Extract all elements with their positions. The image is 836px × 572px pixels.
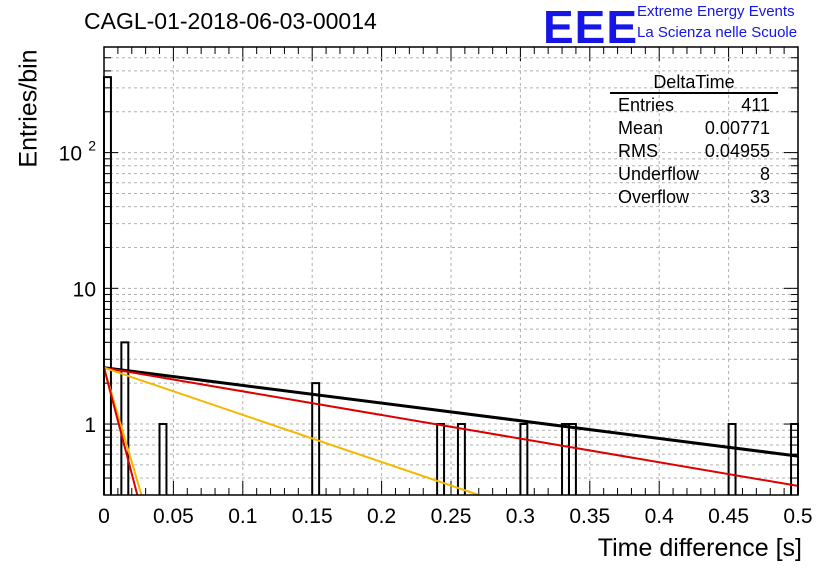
fit-curve <box>103 366 799 487</box>
y-tick-label: 1 <box>84 414 96 437</box>
stats-label: Overflow <box>618 187 690 207</box>
y-tick-label: 10 <box>73 278 96 301</box>
x-tick-label: 0.4 <box>645 505 675 528</box>
histogram-bin <box>567 423 577 495</box>
stats-row: Overflow 33 <box>610 186 778 209</box>
fit-curve <box>103 366 480 496</box>
stats-label: Mean <box>618 118 664 138</box>
stats-title: DeltaTime <box>610 72 778 94</box>
logo-line-1: Extreme Energy Events <box>637 3 795 20</box>
x-tick-label: 0.15 <box>292 505 333 528</box>
fit-curve <box>103 367 139 496</box>
stats-row: Mean 0.00771 <box>610 117 778 140</box>
stats-value: 0.04955 <box>704 141 770 161</box>
histogram-bin <box>727 423 737 495</box>
x-axis-label: Time difference [s] <box>597 534 802 562</box>
x-tick-label: 0.1 <box>228 505 257 528</box>
x-tick-label: 0.05 <box>153 505 194 528</box>
stats-value: 8 <box>759 164 770 184</box>
histogram-bin <box>456 423 466 495</box>
stats-label: Entries <box>618 95 675 115</box>
stats-value: 0.00771 <box>704 118 770 138</box>
x-tick-label: 0.5 <box>783 505 812 528</box>
y-tick-exponent: 2 <box>88 138 96 154</box>
histogram-bin <box>103 76 112 495</box>
stats-row: RMS 0.04955 <box>610 140 778 163</box>
x-tick-label: 0.2 <box>367 505 396 528</box>
stats-label: Underflow <box>618 164 700 184</box>
stats-value: 411 <box>741 95 770 115</box>
fit-curve <box>103 366 799 458</box>
y-axis-label: Entries/bin <box>14 49 43 168</box>
histogram-bin <box>436 423 446 495</box>
histogram-bin <box>120 341 130 495</box>
stats-value: 33 <box>749 187 770 207</box>
y-tick-label: 10 <box>59 143 82 166</box>
plot-frame <box>103 46 799 496</box>
stats-row: Entries 411 <box>610 94 778 117</box>
histogram-bin <box>158 423 168 495</box>
x-tick-label: 0.35 <box>569 505 610 528</box>
plot-title: CAGL-01-2018-06-03-00014 <box>84 8 377 34</box>
stats-label: RMS <box>618 141 658 161</box>
histogram-bin <box>519 423 529 495</box>
stats-box: DeltaTime Entries 411 Mean 0.00771 RMS 0.04… <box>610 72 778 209</box>
x-tick-label: 0.3 <box>506 505 535 528</box>
eee-logo: EEE <box>543 1 639 53</box>
x-tick-label: 0.45 <box>708 505 749 528</box>
stats-row: Underflow 8 <box>610 163 778 186</box>
x-tick-label: 0.25 <box>431 505 472 528</box>
histogram-bin <box>561 423 570 495</box>
x-tick-label: 0 <box>98 505 110 528</box>
logo-line-2: La Scienza nelle Scuole <box>637 24 798 41</box>
